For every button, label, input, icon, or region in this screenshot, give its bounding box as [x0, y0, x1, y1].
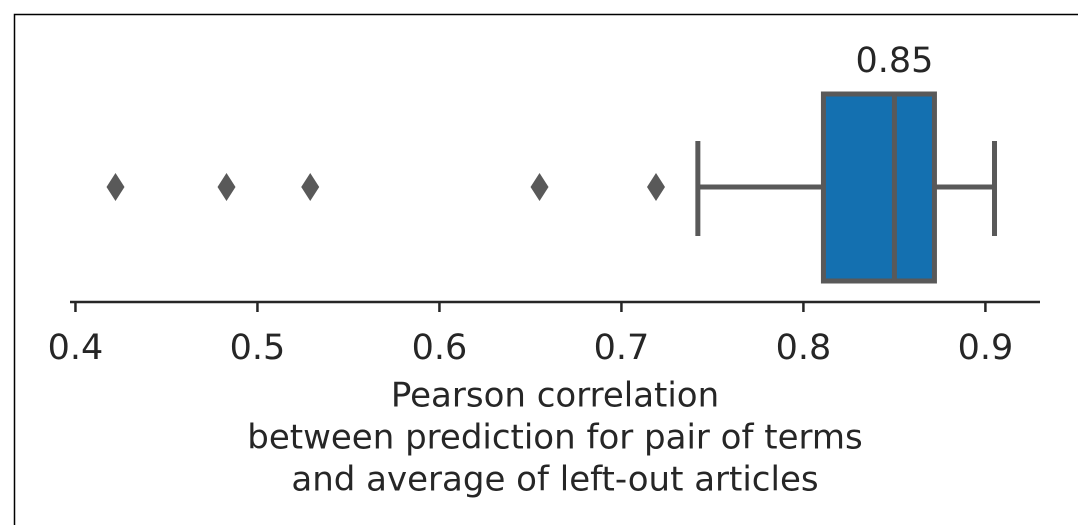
x-tick-label: 0.6: [412, 328, 468, 368]
flier: [106, 173, 125, 201]
box: [820, 91, 937, 284]
x-tick-label: 0.9: [958, 328, 1014, 368]
frame: [13, 13, 1078, 525]
x-tick-label: 0.7: [594, 328, 650, 368]
x-axis-label: between prediction for pair of terms: [247, 418, 862, 458]
median-label: 0.85: [855, 41, 933, 81]
flier: [647, 173, 666, 201]
flier: [217, 173, 236, 201]
flier: [301, 173, 320, 201]
x-tick-label: 0.8: [776, 328, 832, 368]
x-tick-label: 0.4: [48, 328, 104, 368]
x-tick-label: 0.5: [230, 328, 286, 368]
x-axis-label: Pearson correlation: [391, 376, 719, 416]
x-axis-label: and average of left-out articles: [291, 460, 818, 500]
flier: [530, 173, 549, 201]
